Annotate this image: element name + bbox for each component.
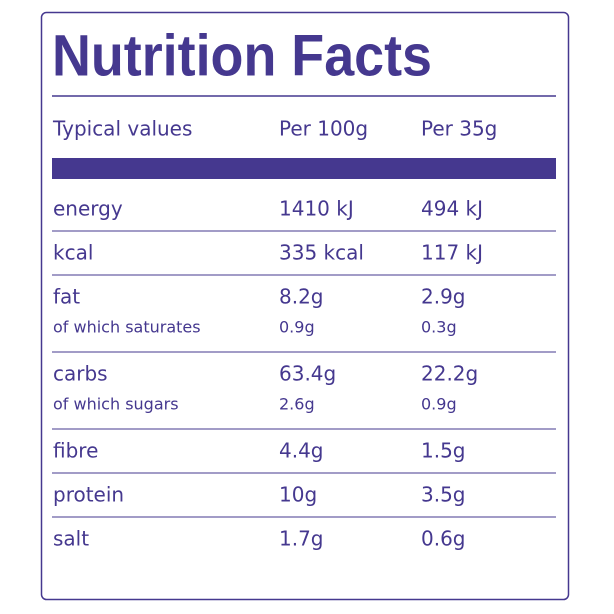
nutrient-name: protein [53, 483, 124, 507]
title: Nutrition Facts [52, 23, 432, 88]
nutrient-name: fibre [53, 439, 98, 463]
header-cell: Typical values [52, 117, 192, 141]
value-cell: 0.6g [421, 527, 466, 551]
sub-value-cell: 2.6g [279, 395, 315, 414]
value-cell: 4.4g [279, 439, 324, 463]
value-cell: 1.7g [279, 527, 324, 551]
value-cell: 63.4g [279, 362, 336, 386]
value-cell: 3.5g [421, 483, 466, 507]
value-cell: 335 kcal [279, 241, 364, 265]
sub-value-cell: 0.9g [279, 318, 315, 337]
sub-value-cell: 0.3g [421, 318, 457, 337]
nutrient-name: energy [53, 197, 123, 221]
value-cell: 10g [279, 483, 317, 507]
value-cell: 1410 kJ [279, 197, 354, 221]
nutrient-name: carbs [53, 362, 108, 386]
value-cell: 1.5g [421, 439, 466, 463]
value-cell: 117 kJ [421, 241, 483, 265]
sub-nutrient-name: of which saturates [53, 318, 201, 337]
header-cell: Per 35g [421, 117, 497, 141]
nutrient-name: salt [53, 527, 89, 551]
value-cell: 494 kJ [421, 197, 483, 221]
sub-value-cell: 0.9g [421, 395, 457, 414]
value-cell: 22.2g [421, 362, 478, 386]
value-cell: 2.9g [421, 285, 466, 309]
header-bar [52, 158, 556, 179]
value-cell: 8.2g [279, 285, 324, 309]
sub-nutrient-name: of which sugars [53, 395, 179, 414]
nutrient-name: kcal [53, 241, 93, 265]
nutrient-name: fat [53, 285, 80, 309]
header-cell: Per 100g [279, 117, 368, 141]
